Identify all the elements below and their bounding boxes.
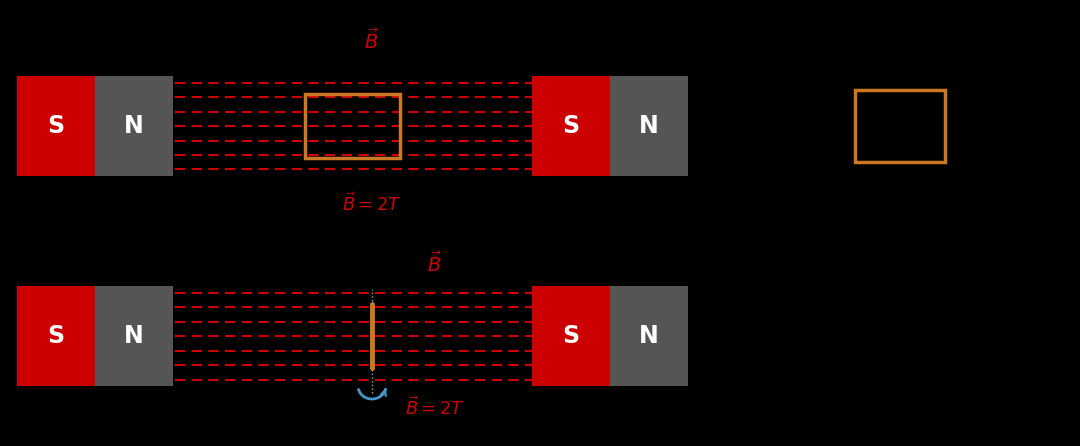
Text: S: S xyxy=(563,324,580,348)
Bar xyxy=(95,286,173,386)
Text: N: N xyxy=(124,324,144,348)
Text: $\vec{B} = 2T$: $\vec{B} = 2T$ xyxy=(342,193,402,215)
Bar xyxy=(610,76,688,176)
Bar xyxy=(610,286,688,386)
Text: S: S xyxy=(48,114,65,138)
Bar xyxy=(17,286,95,386)
Text: $\vec{B}$: $\vec{B}$ xyxy=(364,29,379,53)
Bar xyxy=(305,94,400,158)
Text: S: S xyxy=(563,114,580,138)
Text: S: S xyxy=(48,324,65,348)
Bar xyxy=(532,286,610,386)
Bar xyxy=(855,90,945,162)
Text: N: N xyxy=(124,114,144,138)
Text: $\vec{B}$: $\vec{B}$ xyxy=(428,252,443,276)
Bar xyxy=(532,76,610,176)
Bar xyxy=(17,76,95,176)
Text: $\vec{B} = 2T$: $\vec{B} = 2T$ xyxy=(405,396,465,419)
Text: N: N xyxy=(639,324,659,348)
Bar xyxy=(95,76,173,176)
Text: N: N xyxy=(639,114,659,138)
